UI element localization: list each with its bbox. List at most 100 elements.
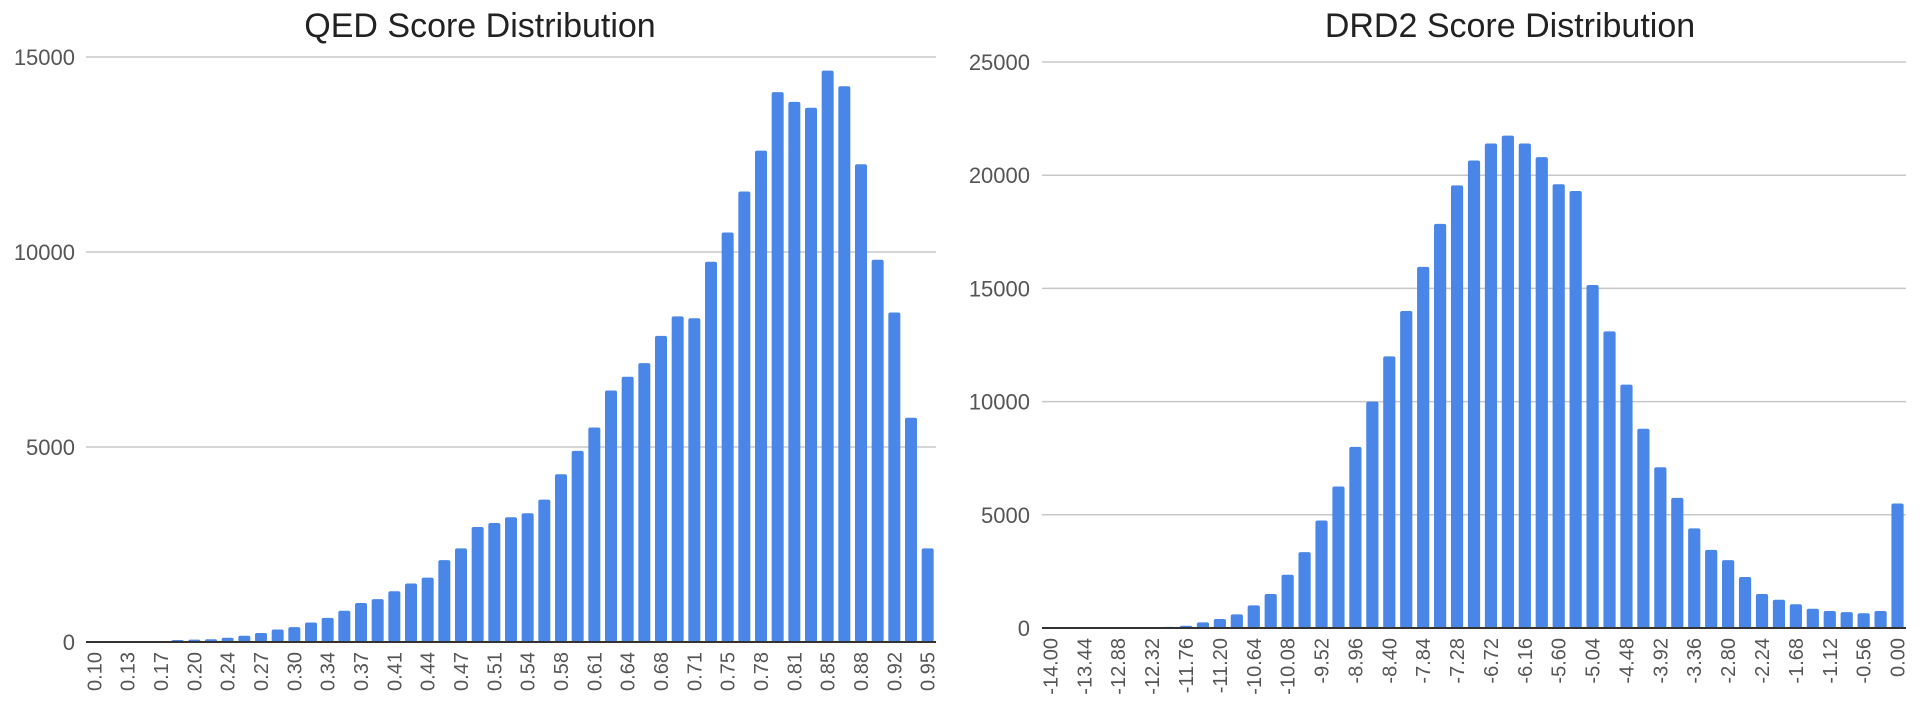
drd2-bar (1400, 311, 1413, 628)
qed-x-tick-label: 0.61 (584, 652, 606, 691)
drd2-bar (1417, 266, 1430, 628)
qed-x-tick-label: 0.27 (251, 652, 273, 691)
qed-x-tick-label: 0.41 (384, 652, 406, 691)
drd2-bar (1434, 223, 1447, 628)
drd2-chart-svg: DRD2 Score Distribution 0 5000 10000 15000 20… (969, 7, 1910, 695)
qed-bar (371, 599, 384, 642)
drd2-bar (1315, 520, 1328, 628)
drd2-x-tick-label: -12.32 (1142, 638, 1164, 695)
drd2-bar (1586, 285, 1599, 628)
drd2-x-tick-label: -2.80 (1718, 638, 1740, 684)
qed-bar (238, 635, 251, 642)
drd2-bar (1705, 549, 1718, 628)
qed-bar (588, 427, 601, 642)
drd2-y-tick-label: 10000 (969, 390, 1030, 415)
qed-x-tick-label: 0.58 (551, 652, 573, 691)
drd2-bar (1857, 613, 1870, 628)
drd2-bar (1196, 622, 1210, 628)
drd2-x-tick-label: -5.04 (1583, 638, 1605, 684)
drd2-x-tick-label: -0.56 (1854, 638, 1876, 684)
drd2-x-tick-label: -11.76 (1176, 638, 1198, 693)
qed-y-tick-label: 10000 (14, 240, 75, 265)
drd2-x-tick-label: -1.68 (1786, 638, 1808, 684)
qed-x-tick-label: 0.64 (618, 652, 640, 691)
qed-x-tick-label: 0.75 (718, 652, 740, 691)
drd2-x-tick-label: -3.92 (1650, 638, 1672, 684)
drd2-x-tick-label: -14.00 (1040, 638, 1062, 695)
qed-x-tick-label: 0.85 (818, 652, 840, 691)
qed-x-tick-label: 0.95 (918, 652, 940, 691)
qed-x-tick-label: 0.81 (784, 652, 806, 691)
drd2-chart: DRD2 Score Distribution 0 5000 10000 15000 20… (960, 0, 1922, 712)
qed-bar (638, 363, 651, 642)
drd2-y-tick-label: 15000 (969, 276, 1030, 301)
drd2-bar (1603, 331, 1616, 628)
drd2-bar (1247, 605, 1260, 628)
drd2-y-tick-label: 25000 (969, 50, 1030, 75)
drd2-x-tick-label: -11.20 (1210, 638, 1232, 693)
qed-y-tick-label: 5000 (26, 435, 75, 460)
qed-bar (755, 150, 767, 642)
drd2-y-tick-label: 20000 (969, 163, 1030, 188)
qed-x-tick-label: 0.37 (351, 652, 373, 691)
qed-chart: QED Score Distribution 0 5000 10000 15000 0.1… (0, 0, 950, 712)
qed-chart-title: QED Score Distribution (304, 7, 655, 45)
drd2-bar (1823, 611, 1836, 628)
qed-bar (405, 583, 417, 642)
qed-bar (655, 335, 667, 642)
qed-bar (388, 591, 401, 642)
qed-x-tick-label: 0.68 (651, 652, 673, 691)
drd2-bar (1552, 184, 1565, 629)
drd2-bar (1501, 135, 1514, 628)
qed-bar (338, 610, 351, 642)
qed-bar (521, 513, 534, 642)
drd2-x-tick-label: -2.24 (1752, 638, 1774, 684)
drd2-x-tick-label: -8.40 (1379, 638, 1401, 684)
qed-bar (221, 637, 234, 642)
qed-y-tick-label: 0 (63, 630, 75, 655)
qed-bar (605, 390, 617, 642)
drd2-bar (1654, 467, 1667, 628)
drd2-bar (1230, 614, 1243, 628)
qed-bar (871, 259, 884, 642)
drd2-bar (1755, 594, 1769, 628)
qed-bar (321, 617, 334, 642)
qed-bar (738, 191, 751, 643)
qed-bar (888, 312, 901, 642)
qed-x-tick-label: 0.44 (418, 652, 440, 691)
qed-x-tick-label: 0.47 (451, 652, 473, 691)
qed-bar (471, 526, 484, 642)
drd2-x-tick-label: -6.16 (1515, 638, 1537, 684)
drd2-bar (1620, 384, 1633, 628)
drd2-x-tick-label: -9.52 (1312, 638, 1334, 684)
drd2-x-tick-label: -13.44 (1074, 638, 1096, 695)
drd2-x-tick-label: 0.00 (1888, 638, 1910, 677)
drd2-x-tick-label: -10.64 (1244, 638, 1266, 695)
qed-bar (621, 376, 634, 642)
qed-bar (821, 70, 834, 642)
qed-bar (721, 232, 734, 642)
qed-y-tick-label: 15000 (14, 45, 75, 70)
drd2-bar (1298, 552, 1311, 628)
drd2-bar (1264, 594, 1277, 628)
drd2-bar (1789, 604, 1802, 628)
drd2-x-tick-label: -1.12 (1820, 638, 1842, 684)
drd2-bar (1688, 528, 1701, 628)
drd2-bar (1722, 560, 1735, 628)
qed-x-tick-label: 0.88 (851, 652, 873, 691)
drd2-bar (1891, 503, 1904, 628)
drd2-chart-title: DRD2 Score Distribution (1325, 7, 1695, 45)
drd2-bar (1366, 401, 1379, 628)
drd2-bar (1383, 356, 1396, 628)
qed-x-tick-label: 0.54 (518, 652, 540, 691)
qed-bar (455, 548, 467, 642)
drd2-bar (1467, 160, 1481, 628)
qed-bar (855, 164, 867, 642)
drd2-bar (1518, 143, 1531, 628)
drd2-x-tick-label: -12.88 (1108, 638, 1130, 695)
drd2-bar (1484, 143, 1498, 628)
drd2-x-tick-label: -4.48 (1616, 638, 1638, 684)
drd2-bar (1213, 618, 1226, 628)
qed-x-tick-label: 0.30 (284, 652, 306, 691)
drd2-bar (1772, 599, 1786, 628)
